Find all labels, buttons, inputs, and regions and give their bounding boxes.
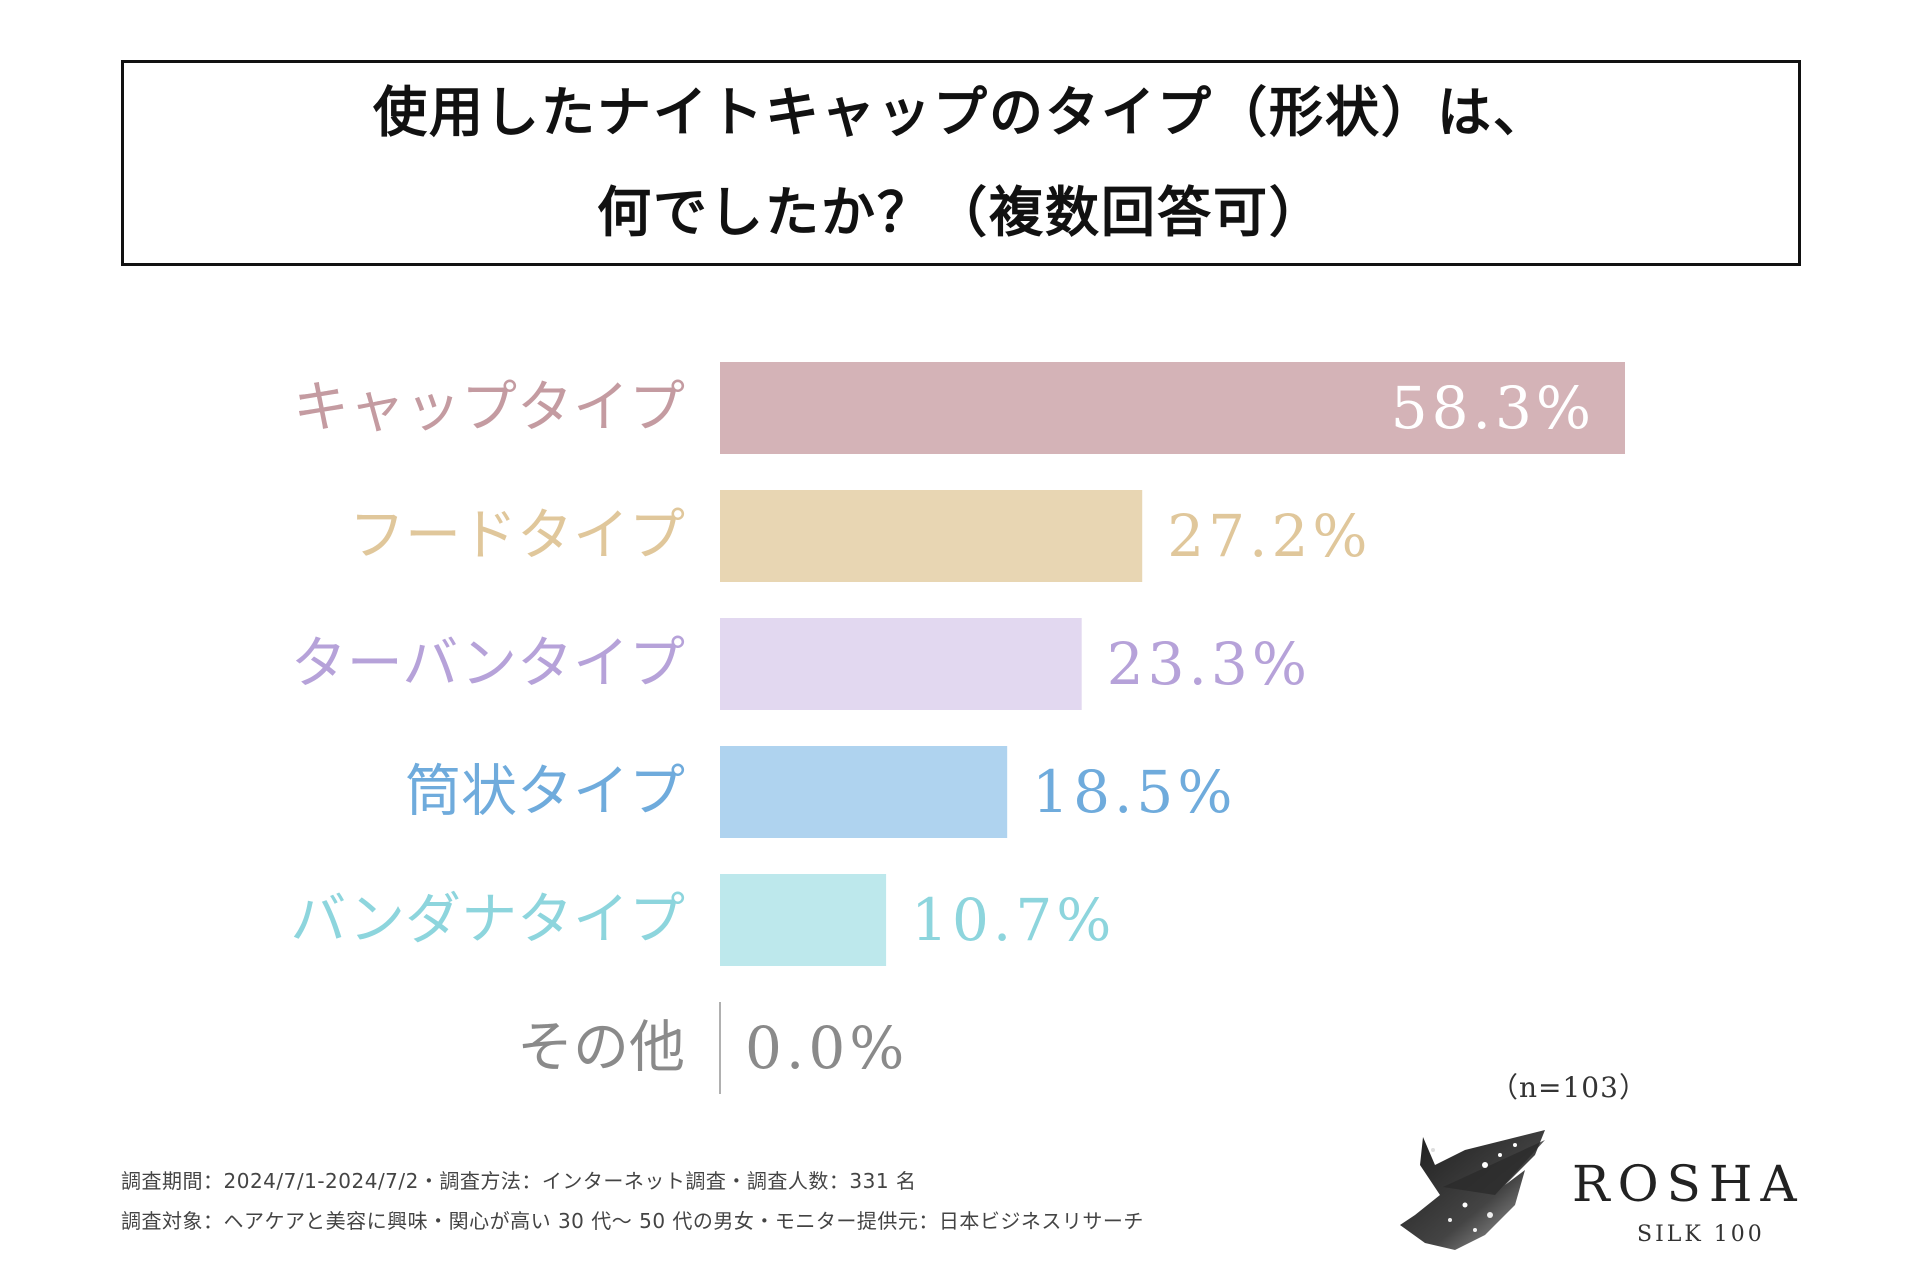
category-label-4: 筒状タイプ xyxy=(405,760,685,825)
category-label-1: キャップタイプ xyxy=(293,376,685,441)
survey-info-line-2: 調査対象：ヘアケアと美容に興味・関心が高い 30 代〜 50 代の男女・モニター… xyxy=(121,1209,1144,1233)
brand-logo-icon xyxy=(1400,1130,1545,1250)
value-label-6: 0.0% xyxy=(745,1014,908,1082)
title-line-2: 何でしたか？（複数回答可） xyxy=(597,181,1325,244)
brand-subtitle: SILK 100 xyxy=(1637,1222,1765,1247)
value-label-4: 18.5% xyxy=(1032,758,1236,826)
category-label-3: ターバンタイプ xyxy=(291,632,685,697)
bar-2 xyxy=(720,490,1143,582)
category-label-5: バンダナタイプ xyxy=(290,888,685,953)
value-label-5: 10.7% xyxy=(911,886,1115,954)
sample-size-label: （n=103） xyxy=(1490,1071,1648,1104)
category-label-2: フードタイプ xyxy=(349,504,685,569)
survey-info-line-1: 調査期間：2024/7/1-2024/7/2・調査方法：インターネット調査・調査… xyxy=(121,1169,917,1193)
bar-1 xyxy=(720,362,1625,454)
bar-3 xyxy=(720,618,1082,710)
value-label-2: 27.2% xyxy=(1167,502,1371,570)
brand-name: ROSHA xyxy=(1572,1155,1805,1213)
bar-5 xyxy=(720,874,887,966)
bar-4 xyxy=(720,746,1008,838)
category-label-6: その他 xyxy=(517,1016,685,1081)
value-label-3: 23.3% xyxy=(1107,630,1311,698)
value-label-1: 58.3% xyxy=(1391,374,1595,442)
title-box: 使用したナイトキャップのタイプ（形状）は、 何でしたか？（複数回答可） xyxy=(121,60,1801,266)
title-line-1: 使用したナイトキャップのタイプ（形状）は、 xyxy=(373,81,1549,144)
